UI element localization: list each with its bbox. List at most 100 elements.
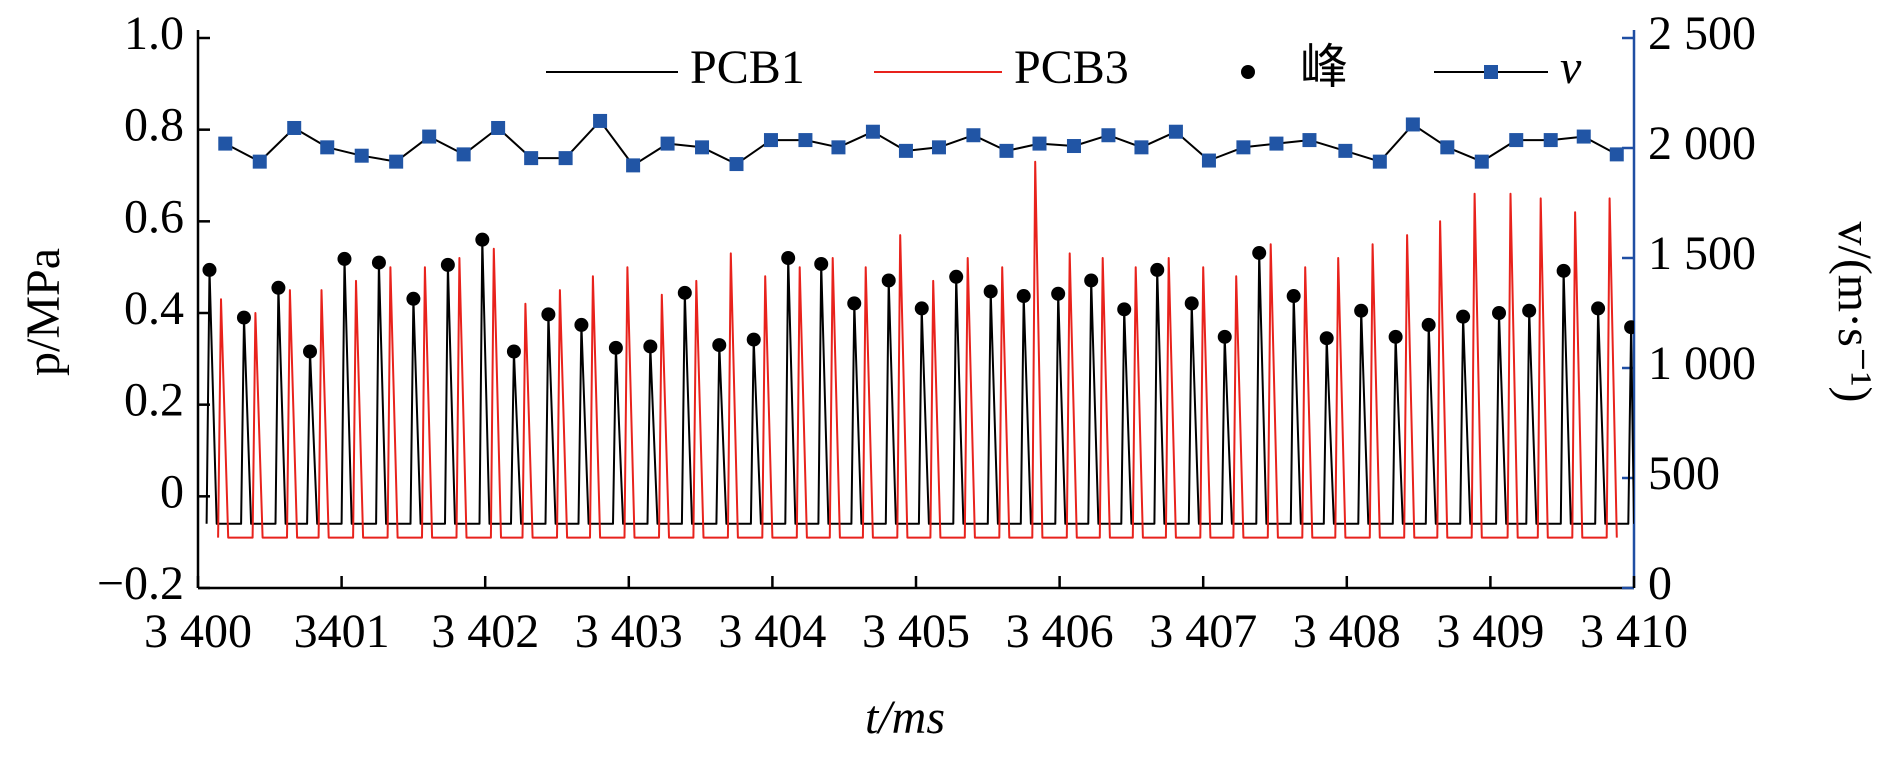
peak-point (337, 251, 352, 266)
legend-label: v (1560, 41, 1582, 94)
velocity-marker (763, 133, 778, 148)
x-tick-label: 3 405 (862, 605, 970, 658)
peak-point (475, 232, 490, 247)
velocity-marker (1372, 154, 1387, 169)
x-tick-label: 3 408 (1293, 605, 1401, 658)
peak-point (814, 256, 829, 271)
y-tick-label: 0 (160, 465, 184, 518)
peak-point (1150, 262, 1165, 277)
velocity-marker (1236, 140, 1251, 155)
velocity-marker (966, 128, 981, 143)
velocity-marker (626, 158, 641, 173)
peak-point (303, 344, 318, 359)
velocity-marker (320, 140, 335, 155)
peak-point (1252, 245, 1267, 260)
velocity-marker (865, 124, 880, 139)
y2-tick-label: 1 000 (1648, 337, 1756, 390)
velocity-marker (287, 120, 302, 135)
peak-point (1286, 289, 1301, 304)
series-line (217, 160, 1618, 539)
y2-tick-label: 1 500 (1648, 227, 1756, 280)
y-tick-label: 0.4 (124, 282, 184, 335)
peak-point (983, 284, 998, 299)
velocity-marker (524, 151, 539, 166)
peak-point (1117, 302, 1132, 317)
x-tick-label: 3401 (294, 605, 390, 658)
peak-point (541, 307, 556, 322)
peak-point (1591, 301, 1606, 316)
velocity-marker (695, 140, 710, 155)
peak-point (1492, 306, 1507, 320)
x-axis-label: t/ms (865, 691, 945, 744)
peak-point (643, 339, 658, 354)
peak-point (781, 251, 796, 265)
velocity-marker (558, 151, 573, 166)
peak-point (608, 340, 623, 355)
velocity-marker (1609, 147, 1624, 162)
peak-point (440, 257, 455, 272)
peak-point (1319, 331, 1334, 346)
velocity-marker (1302, 133, 1317, 148)
velocity-marker (1543, 133, 1558, 148)
y-tick-label: −0.2 (97, 557, 184, 610)
velocity-marker (999, 143, 1014, 158)
peak-point (371, 255, 386, 270)
velocity-marker (1134, 140, 1149, 155)
velocity-marker (931, 140, 946, 155)
velocity-marker (1576, 129, 1591, 144)
velocity-marker (831, 140, 846, 155)
peak-point (847, 296, 862, 311)
velocity-marker (456, 147, 471, 162)
x-tick-label: 3 400 (144, 605, 252, 658)
x-tick-label: 3 410 (1580, 605, 1688, 658)
peak-point (1624, 320, 1634, 335)
y2-axis-label: v/(m·s⁻¹) (1828, 221, 1881, 402)
y-tick-label: 0.8 (124, 99, 184, 152)
peak-point (949, 269, 964, 284)
peak-point (677, 285, 692, 300)
peak-point (712, 338, 727, 353)
velocity-marker (1066, 139, 1081, 154)
peak-point (1522, 303, 1537, 318)
x-tick-label: 3 404 (718, 605, 826, 658)
x-tick-label: 3 402 (431, 605, 539, 658)
peak-point (1354, 303, 1369, 318)
peak-point (506, 344, 521, 359)
velocity-marker (1032, 136, 1047, 151)
velocity-marker (729, 157, 744, 172)
legend-label: 峰 (1300, 41, 1348, 94)
peak-point (881, 273, 896, 288)
y2-tick-label: 500 (1648, 447, 1720, 500)
peak-point (236, 310, 251, 325)
velocity-marker (1405, 117, 1420, 132)
velocity-marker (1440, 140, 1455, 155)
velocity-marker (1269, 136, 1284, 151)
velocity-marker (1474, 154, 1489, 169)
peak-point (271, 280, 286, 295)
y-tick-label: 0.6 (124, 190, 184, 243)
velocity-marker (1101, 128, 1116, 143)
velocity-marker (1509, 133, 1524, 148)
legend-symbol (1241, 65, 1255, 79)
peak-point (574, 317, 589, 332)
velocity-marker (593, 113, 608, 128)
velocity-marker (798, 133, 813, 148)
peak-point (1217, 329, 1232, 344)
y2-tick-label: 0 (1648, 557, 1672, 610)
peak-point (1184, 296, 1199, 311)
peak-point (746, 332, 761, 347)
y-tick-label: 0.2 (124, 374, 184, 427)
x-tick-label: 3 406 (1006, 605, 1114, 658)
velocity-marker (252, 154, 267, 169)
velocity-marker (1168, 124, 1183, 139)
velocity-marker (218, 136, 233, 151)
y2-tick-label: 2 000 (1648, 117, 1756, 170)
x-tick-label: 3 409 (1436, 605, 1544, 658)
peak-point (202, 262, 217, 277)
peak-point (406, 291, 421, 306)
peak-point (1456, 309, 1471, 324)
peak-point (1421, 317, 1436, 332)
peak-point (1556, 263, 1571, 278)
velocity-marker (898, 143, 913, 158)
